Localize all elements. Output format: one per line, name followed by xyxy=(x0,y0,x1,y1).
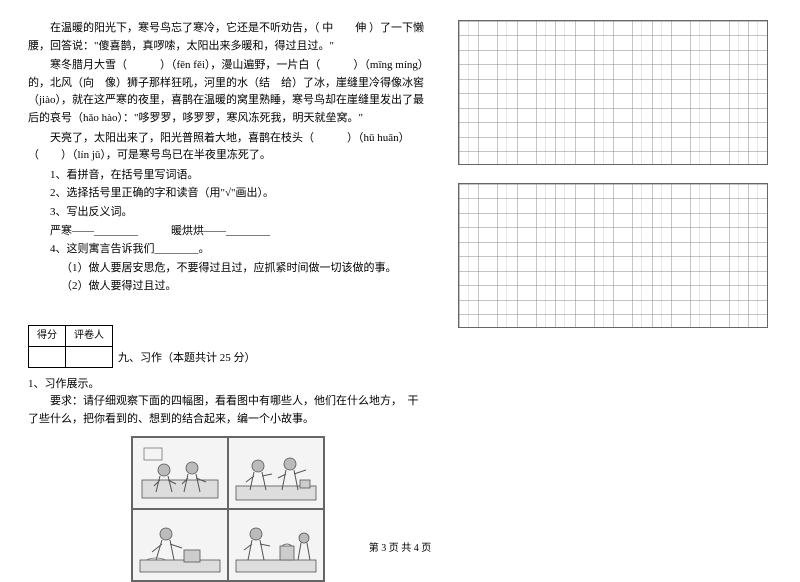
right-column xyxy=(458,20,768,582)
writing-grid-1 xyxy=(458,20,768,165)
passage-p2: 寒冬腊月大雪（ ）（fēn fěi），漫山遍野，一片白（ ）（mīng míng… xyxy=(28,57,428,127)
question-4a: （1）做人要居安思危，不要得过且过，应抓紧时间做一切该做的事。 xyxy=(61,260,428,278)
writing-item-1: 1、习作展示。 xyxy=(28,376,428,394)
score-header-1: 得分 xyxy=(29,325,66,346)
image-grid xyxy=(131,436,325,582)
score-cell-2 xyxy=(66,346,113,367)
question-3: 3、写出反义词。 xyxy=(50,204,428,222)
writing-requirement: 要求：请仔细观察下面的四幅图，看看图中有哪些人，他们在什么地方， 干了些什么，把… xyxy=(28,393,428,428)
image-panel-1 xyxy=(132,437,228,509)
section-9-title: 九、习作（本题共计 25 分） xyxy=(118,350,428,368)
question-4b: （2）做人要得过且过。 xyxy=(61,278,428,296)
page-footer: 第 3 页 共 4 页 xyxy=(0,541,800,557)
image-panel-2 xyxy=(228,437,324,509)
passage-p1: 在温暖的阳光下，寒号鸟忘了寒冷，它还是不听劝告，（ 中 伸 ）了一下懒腰，回答说… xyxy=(28,20,428,55)
question-3-line: 严寒——________ 暖烘烘——________ xyxy=(50,223,428,241)
score-header-2: 评卷人 xyxy=(66,325,113,346)
question-1: 1、看拼音，在括号里写词语。 xyxy=(50,167,428,185)
score-cell-1 xyxy=(29,346,66,367)
passage-p3: 天亮了，太阳出来了，阳光普照着大地，喜鹊在枝头（ ）（hū huān）（ ）（l… xyxy=(28,130,428,165)
question-4: 4、这则寓言告诉我们________。 xyxy=(50,241,428,259)
left-column: 在温暖的阳光下，寒号鸟忘了寒冷，它还是不听劝告，（ 中 伸 ）了一下懒腰，回答说… xyxy=(28,20,428,582)
question-2: 2、选择括号里正确的字和读音（用"√"画出）。 xyxy=(50,185,428,203)
score-table: 得分 评卷人 xyxy=(28,325,113,368)
writing-grid-2 xyxy=(458,183,768,328)
